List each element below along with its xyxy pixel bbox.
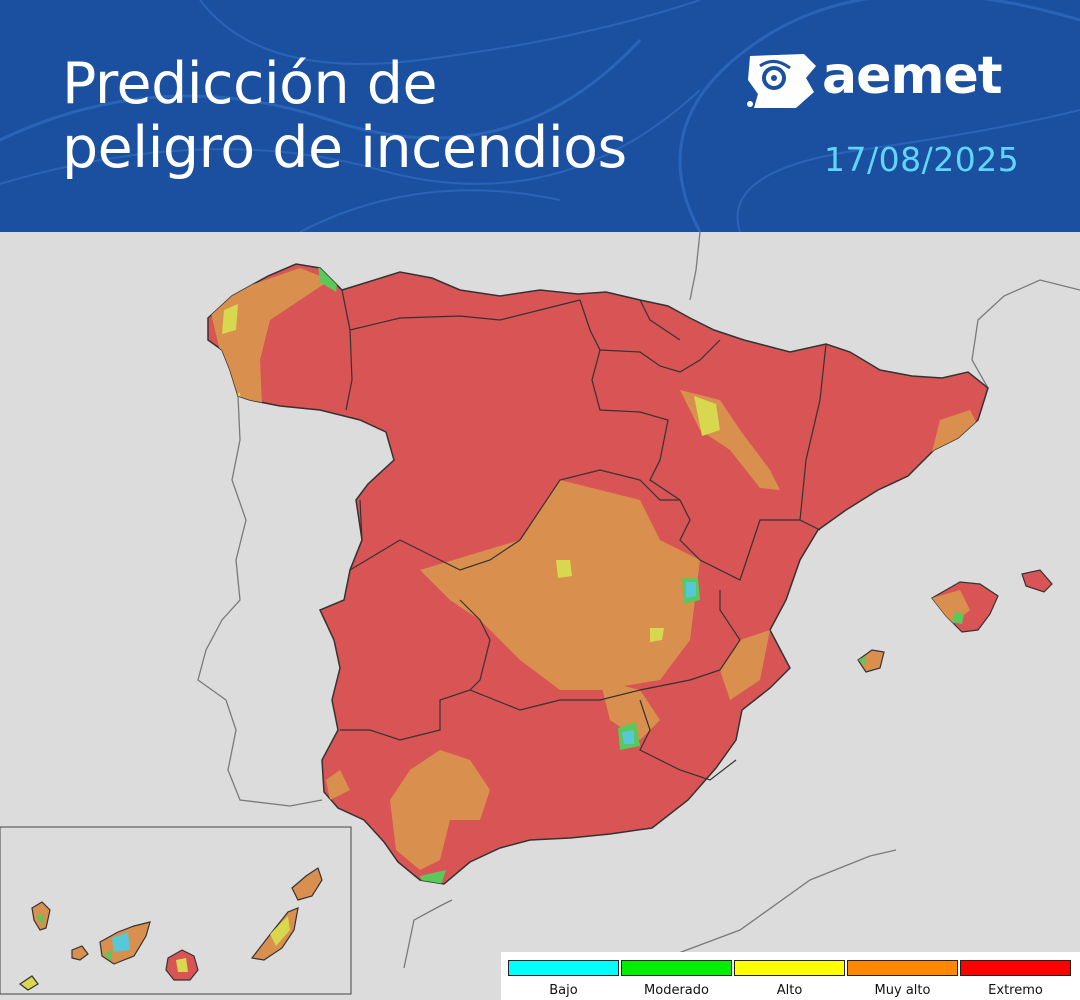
aemet-logo: aemet — [744, 46, 1024, 112]
fire-danger-map — [0, 232, 1080, 1000]
legend-swatch-alto — [734, 960, 845, 976]
title-line-1: Predicción de — [62, 51, 438, 117]
legend-item-extremo: Extremo — [960, 960, 1071, 1000]
header-background-swirls — [0, 0, 1080, 232]
header-banner: Predicción de peligro de incendios aemet… — [0, 0, 1080, 232]
legend-swatch-moderado — [621, 960, 732, 976]
canary-islands — [18, 867, 323, 991]
danger-legend: Bajo Moderado Alto Muy alto Extremo — [501, 952, 1080, 1000]
aemet-emblem-icon — [747, 54, 816, 108]
forecast-date: 17/08/2025 — [824, 140, 1020, 179]
canary-inset-frame — [0, 826, 352, 995]
brand-name: aemet — [822, 46, 1003, 106]
legend-item-muy-alto: Muy alto — [847, 960, 958, 1000]
bajo-zones — [622, 582, 696, 744]
legend-item-alto: Alto — [734, 960, 845, 1000]
legend-swatch-bajo — [508, 960, 619, 976]
legend-label-alto: Alto — [776, 983, 803, 998]
title-line-2: peligro de incendios — [62, 115, 627, 181]
legend-label-bajo: Bajo — [549, 983, 578, 998]
muy-alto-zones — [208, 268, 980, 870]
mainland-spain — [207, 263, 989, 885]
legend-item-bajo: Bajo — [508, 960, 619, 1000]
legend-label-moderado: Moderado — [644, 983, 709, 998]
page-title: Predicción de peligro de incendios — [62, 52, 627, 180]
legend-label-muy-alto: Muy alto — [874, 983, 931, 998]
legend-swatch-muy-alto — [847, 960, 958, 976]
balearic-islands — [857, 569, 1053, 673]
legend-item-moderado: Moderado — [621, 960, 732, 1000]
legend-label-extremo: Extremo — [988, 983, 1043, 998]
regional-borders — [340, 289, 827, 781]
legend-swatch-extremo — [960, 960, 1071, 976]
